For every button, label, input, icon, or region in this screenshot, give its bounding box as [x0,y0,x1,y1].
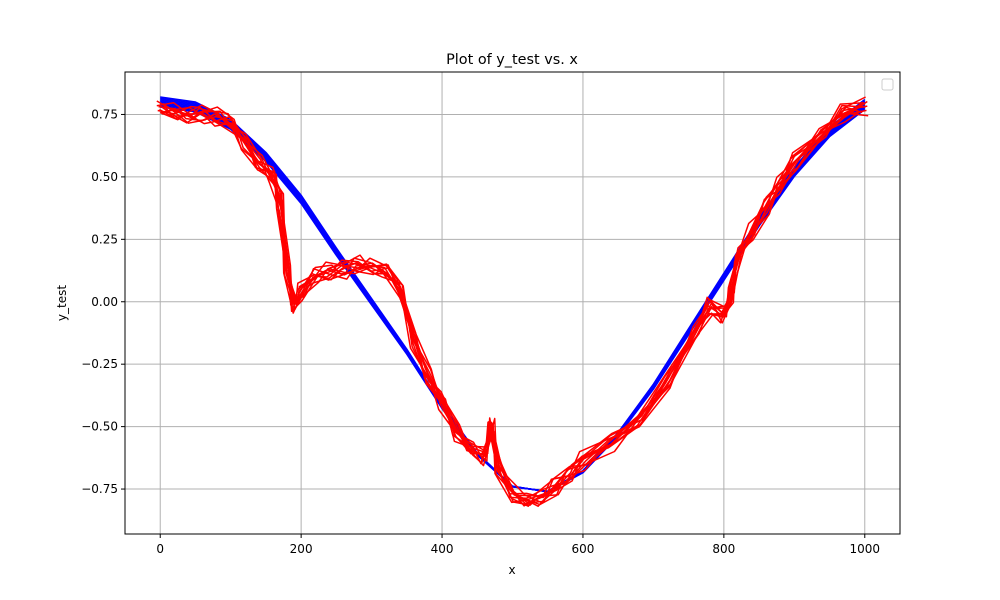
x-tick-label: 200 [290,542,313,556]
y-axis-label: y_test [55,285,69,321]
plot-area [156,96,869,507]
y-tick-label: 0.00 [91,295,118,309]
y-axis-ticks: −0.75 −0.50 −0.25 0.00 0.25 0.50 0.75 [81,107,125,496]
x-axis-ticks: 0 200 400 600 800 1000 [156,534,880,556]
axes-frame [124,71,901,535]
series-layer [156,96,869,507]
legend-box [881,78,894,91]
test-line [156,100,862,504]
x-tick-label: 600 [572,542,595,556]
y-tick-label: 0.50 [91,170,118,184]
y-tick-label: −0.75 [81,482,118,496]
y-tick-label: 0.75 [91,107,118,121]
x-tick-label: 400 [431,542,454,556]
test-line [162,103,868,499]
y-tick-label: −0.50 [81,420,118,434]
y-tick-label: 0.25 [91,232,118,246]
x-tick-label: 1000 [849,542,880,556]
y-tick-label: −0.25 [81,357,118,371]
chart-title: Plot of y_test vs. x [446,52,578,68]
x-tick-label: 800 [712,542,735,556]
grid-lines [125,72,900,534]
x-tick-label: 0 [156,542,164,556]
x-axis-label: x [508,563,515,577]
test-line [160,104,866,504]
